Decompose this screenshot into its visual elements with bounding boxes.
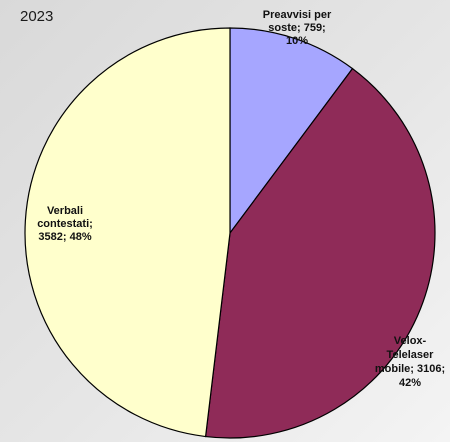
data-label-verbali-contestati: Verbali contestati; 3582; 48% [37,205,93,243]
pie-slices [24,27,436,439]
data-label-line: Telelaser [387,349,435,361]
pie-labels: Preavvisi per soste; 759; 10% Velox- Telelas… [37,9,445,389]
data-label-preavvisi-per-soste: Preavvisi per soste; 759; 10% [263,9,332,47]
data-label-line: 3582; 48% [38,231,91,243]
pie-slice-velox-telelaser-mobile [204,67,436,439]
data-label-line: Preavvisi per [263,9,332,21]
pie-slice-verbali-contestati [24,27,231,438]
data-label-velox-telelaser-mobile: Velox- Telelaser mobile; 3106; 42% [375,335,445,389]
data-label-line: 42% [399,377,421,389]
data-label-line: soste; 759; [268,22,325,34]
data-label-line: 10% [286,35,308,47]
data-label-line: contestati; [37,218,93,230]
data-label-line: Verbali [47,205,83,217]
data-label-line: Velox- [394,335,427,347]
pie-slice-preavvisi-per-soste [229,27,354,235]
data-label-line: mobile; 3106; [375,363,445,375]
chart-title: 2023 [20,8,54,25]
